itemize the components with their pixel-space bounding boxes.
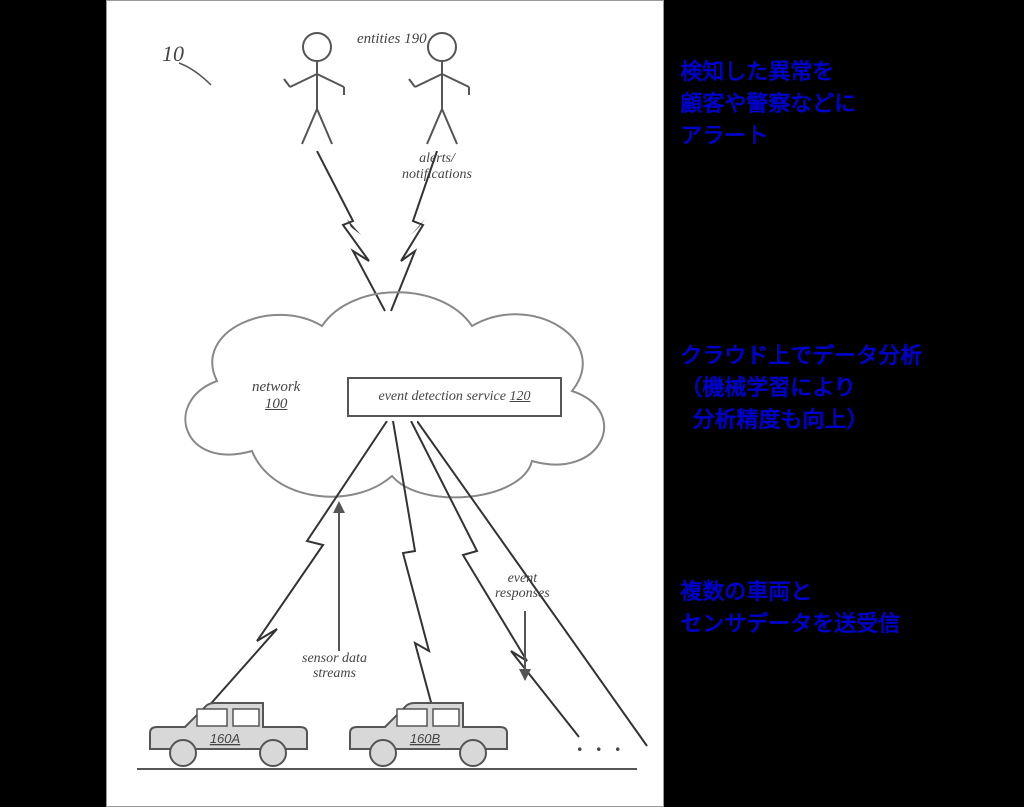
event-responses-label: event responses bbox=[495, 571, 550, 602]
annotation-middle: クラウド上でデータ分析 （機械学習により 分析精度も向上） bbox=[680, 340, 922, 436]
event-detection-service-box: event detection service 120 bbox=[347, 377, 562, 417]
bolt-bottom-1 bbox=[197, 421, 397, 721]
entity-person-left bbox=[282, 29, 352, 149]
ground-line bbox=[137, 767, 637, 771]
car-b: 160B bbox=[345, 701, 510, 771]
service-text: event detection service bbox=[379, 389, 506, 405]
sensor-streams-arrow bbox=[329, 501, 349, 651]
service-ref: 120 bbox=[509, 389, 530, 405]
patent-diagram-panel: 10 entities 190 alerts/ notifications ne… bbox=[106, 0, 664, 807]
car-a-label: 160A bbox=[210, 731, 240, 746]
network-label: network 100 bbox=[252, 379, 300, 412]
car-b-label: 160B bbox=[410, 731, 441, 746]
network-ref: 100 bbox=[265, 396, 288, 412]
annotation-top: 検知した異常を 顧客や警察などに アラート bbox=[680, 56, 856, 152]
figure-leader bbox=[177, 61, 217, 91]
car-a: 160A bbox=[145, 701, 310, 771]
annotation-bottom: 複数の車両と センサデータを送受信 bbox=[680, 576, 900, 640]
ellipsis: . . . bbox=[577, 731, 625, 757]
network-text: network bbox=[252, 379, 300, 395]
entities-label: entities 190 bbox=[357, 31, 427, 48]
event-responses-arrow bbox=[515, 611, 535, 681]
sensor-streams-label: sensor data streams bbox=[302, 651, 367, 682]
